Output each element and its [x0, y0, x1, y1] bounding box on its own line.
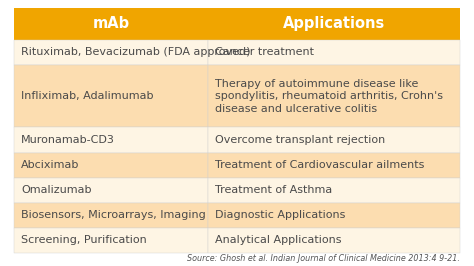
Bar [14, 40, 208, 65]
Bar [14, 152, 208, 178]
Text: mAb: mAb [92, 16, 130, 31]
Bar [208, 203, 460, 228]
Text: Rituximab, Bevacizumab (FDA approved): Rituximab, Bevacizumab (FDA approved) [21, 47, 251, 57]
Text: Applications: Applications [283, 16, 385, 31]
Text: Overcome transplant rejection: Overcome transplant rejection [215, 135, 385, 145]
Text: Omalizumab: Omalizumab [21, 185, 92, 195]
Text: Muronamab-CD3: Muronamab-CD3 [21, 135, 115, 145]
Bar [14, 127, 208, 152]
Text: Biosensors, Microarrays, Imaging: Biosensors, Microarrays, Imaging [21, 210, 206, 220]
Text: Abciximab: Abciximab [21, 160, 80, 170]
Bar [14, 178, 208, 203]
Bar [208, 40, 460, 65]
Bar [208, 127, 460, 152]
Text: Diagnostic Applications: Diagnostic Applications [215, 210, 346, 220]
Bar [14, 65, 208, 127]
Text: Screening, Purification: Screening, Purification [21, 235, 147, 245]
Bar [208, 152, 460, 178]
Bar [208, 228, 460, 253]
Text: Therapy of autoimmune disease like
spondylitis, rheumatoid arthritis, Crohn's
di: Therapy of autoimmune disease like spond… [215, 79, 443, 114]
Text: Cancer treatment: Cancer treatment [215, 47, 314, 57]
Text: Infliximab, Adalimumab: Infliximab, Adalimumab [21, 91, 154, 101]
Text: Treatment of Cardiovascular ailments: Treatment of Cardiovascular ailments [215, 160, 425, 170]
Bar [14, 228, 208, 253]
Bar [208, 65, 460, 127]
Bar [208, 8, 460, 40]
Text: Source: Ghosh et al. Indian Journal of Clinical Medicine 2013:4 9-21.: Source: Ghosh et al. Indian Journal of C… [187, 254, 460, 263]
Text: Analytical Applications: Analytical Applications [215, 235, 342, 245]
Bar [14, 203, 208, 228]
Text: Treatment of Asthma: Treatment of Asthma [215, 185, 332, 195]
Bar [208, 178, 460, 203]
Bar [14, 8, 208, 40]
